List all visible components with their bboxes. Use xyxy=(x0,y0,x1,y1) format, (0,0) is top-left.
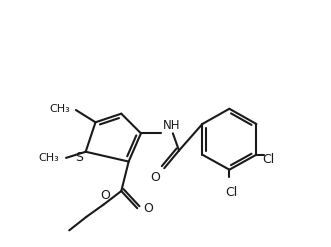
Text: CH₃: CH₃ xyxy=(49,104,70,114)
Text: S: S xyxy=(75,151,83,165)
Text: O: O xyxy=(143,202,153,215)
Text: Cl: Cl xyxy=(225,186,237,199)
Text: CH₃: CH₃ xyxy=(39,153,59,163)
Text: Cl: Cl xyxy=(262,153,275,166)
Text: O: O xyxy=(150,171,160,184)
Text: O: O xyxy=(100,189,110,202)
Text: NH: NH xyxy=(163,119,180,132)
